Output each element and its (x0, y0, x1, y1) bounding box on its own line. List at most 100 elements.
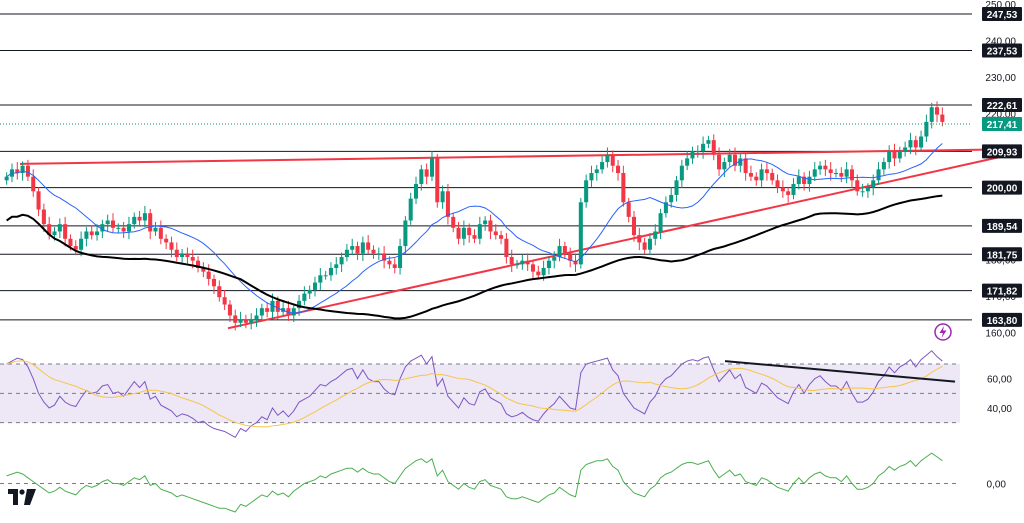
candle-body (238, 319, 243, 323)
level-tag-bg (982, 144, 1022, 159)
candle-body (201, 267, 206, 272)
candle-body (4, 176, 9, 181)
candle-body (398, 246, 403, 268)
candle-body (47, 224, 52, 236)
candle-body (243, 319, 248, 323)
candle-body (525, 260, 530, 265)
candle-body (509, 257, 514, 265)
candle-body (557, 246, 562, 258)
candle-body (392, 264, 397, 268)
candle-body (52, 231, 57, 236)
candle-body (483, 220, 488, 225)
candle-body (57, 224, 62, 232)
candle-body (196, 260, 201, 268)
candle-body (206, 271, 211, 279)
candles (4, 101, 945, 331)
candle-body (855, 180, 860, 192)
candle-body (73, 246, 78, 250)
candle-body (164, 238, 169, 243)
candle-body (344, 249, 349, 258)
candle-body (515, 264, 520, 266)
candle-body (174, 249, 179, 258)
candle-body (456, 227, 461, 239)
candle-body (600, 162, 605, 170)
level-tag-bg (982, 180, 1022, 195)
candle-body (424, 169, 429, 177)
level-tag-label: 222,61 (987, 101, 1018, 112)
level-tag-label: 200,00 (987, 184, 1018, 195)
candle-body (84, 231, 89, 239)
price-axis-tick: 240,00 (985, 37, 1016, 48)
price-axis-tick: 230,00 (985, 73, 1016, 84)
candle-body (350, 246, 355, 250)
candle-body (15, 169, 20, 174)
candle-body (711, 140, 716, 155)
candle-body (328, 267, 333, 276)
candle-body (259, 308, 264, 316)
support-trendline (227, 153, 1011, 330)
level-tag-label: 209,93 (987, 147, 1018, 158)
candle-body (642, 242, 647, 250)
candle-body (31, 176, 36, 192)
candle-body (578, 202, 583, 265)
candle-body (658, 213, 663, 232)
trend-lines (19, 148, 1011, 330)
candle-body (440, 191, 445, 203)
candle-body (318, 275, 323, 283)
candle-body (302, 293, 307, 301)
alert-icon[interactable] (934, 323, 952, 341)
candle-body (63, 224, 68, 239)
level-tag-label: 171,82 (987, 287, 1018, 298)
candle-body (307, 289, 312, 294)
candle-body (185, 253, 190, 258)
candle-body (685, 158, 690, 166)
level-tag-bg (982, 98, 1022, 113)
candle-body (562, 246, 567, 254)
candle-body (190, 257, 195, 261)
level-tag-label: 163,80 (987, 316, 1018, 327)
candle-body (387, 260, 392, 265)
candle-body (142, 213, 147, 221)
rsi-axis-tick: 60,00 (987, 375, 1012, 386)
rsi-panel: 60,00 40,00 (0, 350, 1012, 439)
candle-body (812, 169, 817, 177)
candle-body (339, 257, 344, 265)
candle-body (100, 224, 105, 232)
candle-body (105, 220, 110, 225)
candle-body (780, 187, 785, 192)
momentum-axis-tick: 0,00 (987, 480, 1007, 491)
candle-body (616, 165, 621, 174)
candle-body (95, 231, 100, 236)
candle-body (626, 202, 631, 217)
candle-body (323, 275, 328, 277)
candle-body (727, 154, 732, 163)
candle-body (275, 300, 280, 312)
candle-body (408, 198, 413, 221)
candle-body (876, 169, 881, 181)
moving-averages (6, 143, 943, 320)
candle-body (935, 107, 940, 115)
candle-body (312, 282, 318, 290)
candle-body (695, 151, 700, 153)
candle-body (20, 165, 25, 174)
tradingview-logo[interactable] (8, 489, 36, 505)
candle-body (653, 231, 658, 239)
candle-body (137, 216, 142, 221)
level-tag-bg (982, 218, 1022, 233)
candle-body (743, 158, 748, 174)
candle-body (610, 154, 615, 166)
candle-body (903, 147, 908, 152)
candle-body (690, 151, 695, 159)
candle-body (499, 235, 504, 239)
candle-body (887, 151, 892, 163)
candle-body (865, 187, 870, 192)
candle-body (270, 300, 275, 312)
candle-body (488, 220, 493, 232)
candle-body (802, 176, 807, 184)
price-axis-tick: 220,00 (985, 110, 1016, 121)
candle-body (217, 286, 222, 298)
candle-body (828, 169, 833, 174)
lightning-icon (939, 326, 947, 338)
level-tag-bg (982, 43, 1022, 58)
